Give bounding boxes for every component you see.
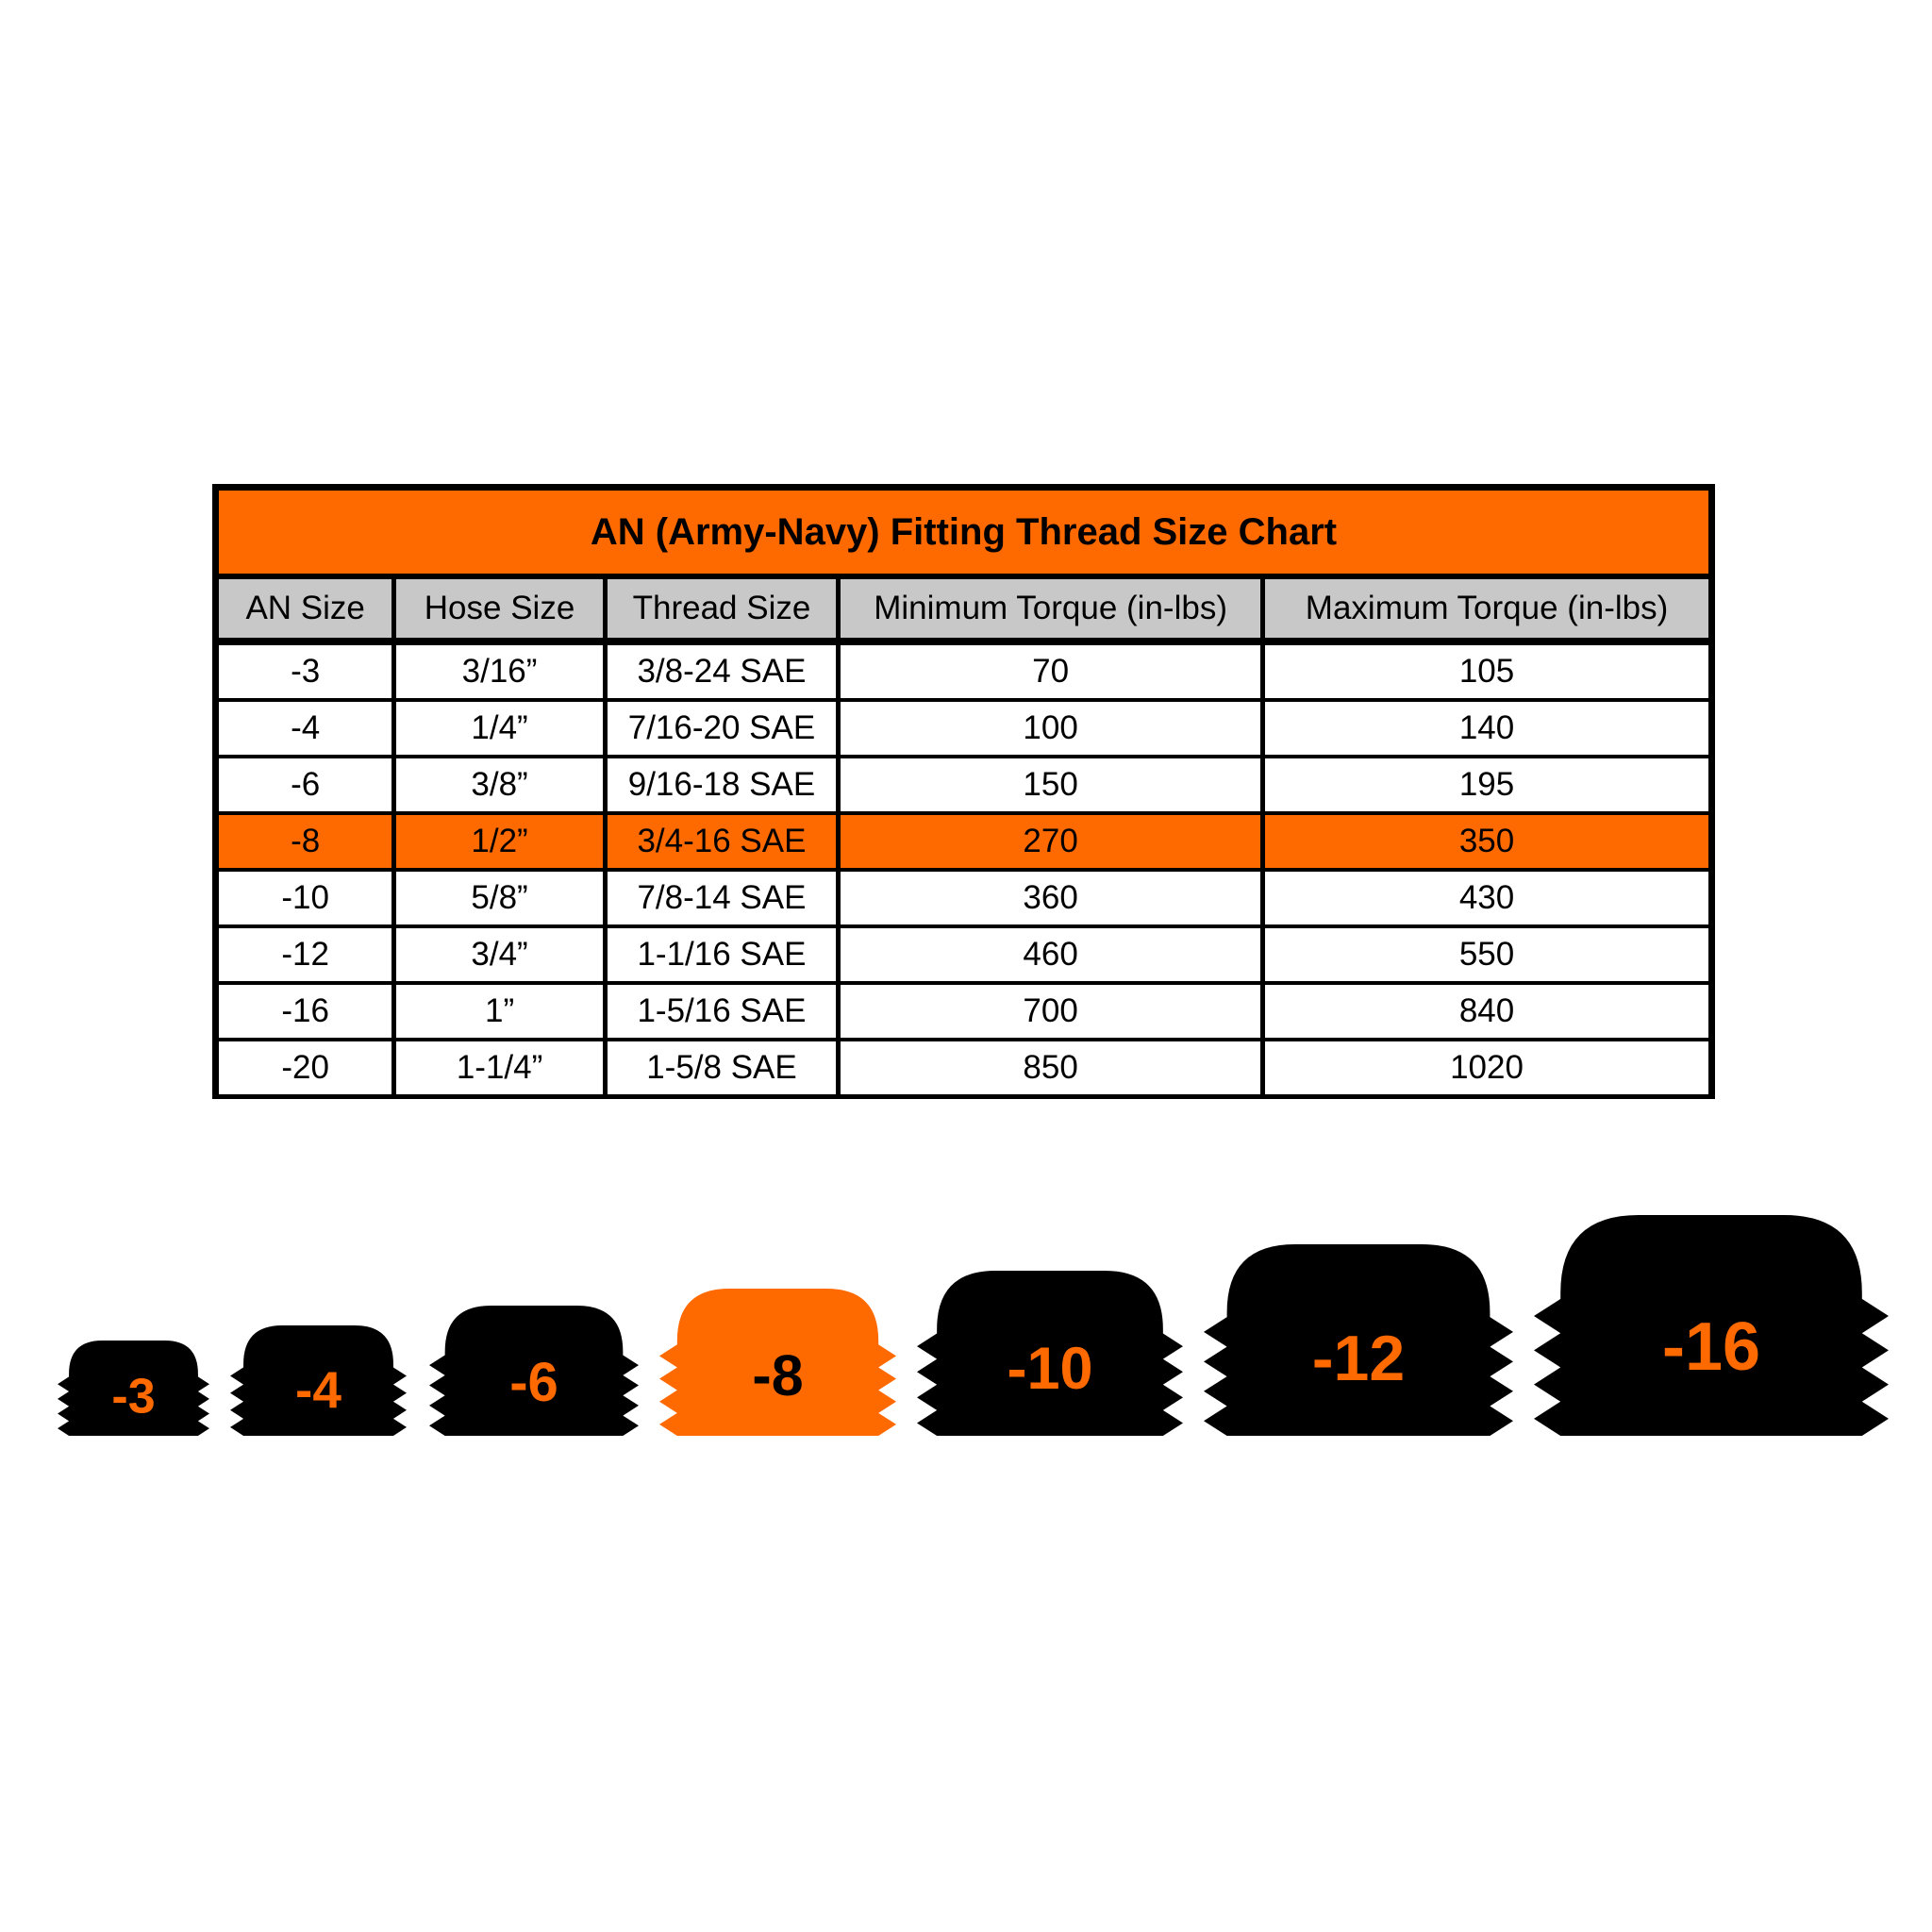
fitting-shape (917, 1271, 1183, 1436)
col-hose-size: Hose Size (396, 579, 603, 638)
fitting-label: -8 (752, 1343, 803, 1407)
table-cell: 1/2” (396, 815, 603, 868)
table-cell: 150 (841, 758, 1261, 811)
fitting-dash-12: -12 (1204, 1244, 1513, 1436)
table-cell: 9/16-18 SAE (607, 758, 837, 811)
col-min-torque: Minimum Torque (in-lbs) (841, 579, 1261, 638)
table-cell: 105 (1265, 641, 1708, 698)
fitting-shape (429, 1306, 639, 1436)
fitting-dash-4: -4 (230, 1325, 407, 1436)
table-cell: 5/8” (396, 872, 603, 924)
header-row: AN Size Hose Size Thread Size Minimum To… (219, 579, 1708, 638)
fitting-label: -10 (1007, 1336, 1092, 1402)
table-cell: 3/4-16 SAE (607, 815, 837, 868)
table-cell: -3 (219, 641, 392, 698)
table-row: -8 1/2” 3/4-16 SAE 270 350 (219, 815, 1708, 868)
table-cell: 1-5/8 SAE (607, 1041, 837, 1094)
table-row: -4 1/4” 7/16-20 SAE 100 140 (219, 702, 1708, 755)
table-cell: 550 (1265, 928, 1708, 981)
table-cell: 430 (1265, 872, 1708, 924)
table-cell: 1020 (1265, 1041, 1708, 1094)
table-row: -20 1-1/4” 1-5/8 SAE 850 1020 (219, 1041, 1708, 1094)
fitting-label: -12 (1312, 1323, 1405, 1394)
table-cell: 1-1/4” (396, 1041, 603, 1094)
table-cell: 3/8-24 SAE (607, 641, 837, 698)
table-cell: 350 (1265, 815, 1708, 868)
table-cell: 700 (841, 985, 1261, 1038)
table-cell: -12 (219, 928, 392, 981)
fitting-label: -16 (1662, 1309, 1760, 1385)
table-cell: -16 (219, 985, 392, 1038)
table-cell: 100 (841, 702, 1261, 755)
table-cell: 1-1/16 SAE (607, 928, 837, 981)
table-cell: 1/4” (396, 702, 603, 755)
fitting-label: -4 (295, 1360, 341, 1419)
table-cell: 840 (1265, 985, 1708, 1038)
table-cell: -4 (219, 702, 392, 755)
table-cell: 1” (396, 985, 603, 1038)
table-cell: 140 (1265, 702, 1708, 755)
table-cell: 70 (841, 641, 1261, 698)
table-cell: -20 (219, 1041, 392, 1094)
fitting-shape (58, 1341, 209, 1436)
thread-size-chart: AN (Army-Navy) Fitting Thread Size Chart… (212, 484, 1715, 1099)
table-row: -6 3/8” 9/16-18 SAE 150 195 (219, 758, 1708, 811)
fitting-shape (1204, 1244, 1513, 1436)
table-cell: -10 (219, 872, 392, 924)
table-cell: 7/16-20 SAE (607, 702, 837, 755)
fitting-shape (230, 1325, 407, 1436)
size-table: AN Size Hose Size Thread Size Minimum To… (214, 575, 1713, 1098)
fitting-dash-16: -16 (1534, 1215, 1889, 1436)
table-cell: 270 (841, 815, 1261, 868)
table-cell: 7/8-14 SAE (607, 872, 837, 924)
fitting-label: -3 (111, 1369, 155, 1424)
fitting-label: -6 (509, 1352, 558, 1413)
table-cell: 360 (841, 872, 1261, 924)
table-cell: 850 (841, 1041, 1261, 1094)
col-thread-size: Thread Size (607, 579, 837, 638)
fitting-dash-10: -10 (917, 1271, 1183, 1436)
table-row: -10 5/8” 7/8-14 SAE 360 430 (219, 872, 1708, 924)
table-cell: 3/16” (396, 641, 603, 698)
fitting-shape (1534, 1215, 1889, 1436)
fitting-dash-6: -6 (429, 1306, 639, 1436)
table-cell: -8 (219, 815, 392, 868)
table-row: -3 3/16” 3/8-24 SAE 70 105 (219, 641, 1708, 698)
table-cell: 460 (841, 928, 1261, 981)
fitting-shape (659, 1289, 896, 1436)
table-cell: -6 (219, 758, 392, 811)
fitting-dash-8: -8 (659, 1289, 896, 1436)
chart-title: AN (Army-Navy) Fitting Thread Size Chart (219, 491, 1708, 574)
table-cell: 3/4” (396, 928, 603, 981)
table-row: -12 3/4” 1-1/16 SAE 460 550 (219, 928, 1708, 981)
table-row: -16 1” 1-5/16 SAE 700 840 (219, 985, 1708, 1038)
col-max-torque: Maximum Torque (in-lbs) (1265, 579, 1708, 638)
table-cell: 195 (1265, 758, 1708, 811)
fitting-dash-3: -3 (58, 1341, 209, 1436)
col-an-size: AN Size (219, 579, 392, 638)
table-cell: 3/8” (396, 758, 603, 811)
table-cell: 1-5/16 SAE (607, 985, 837, 1038)
